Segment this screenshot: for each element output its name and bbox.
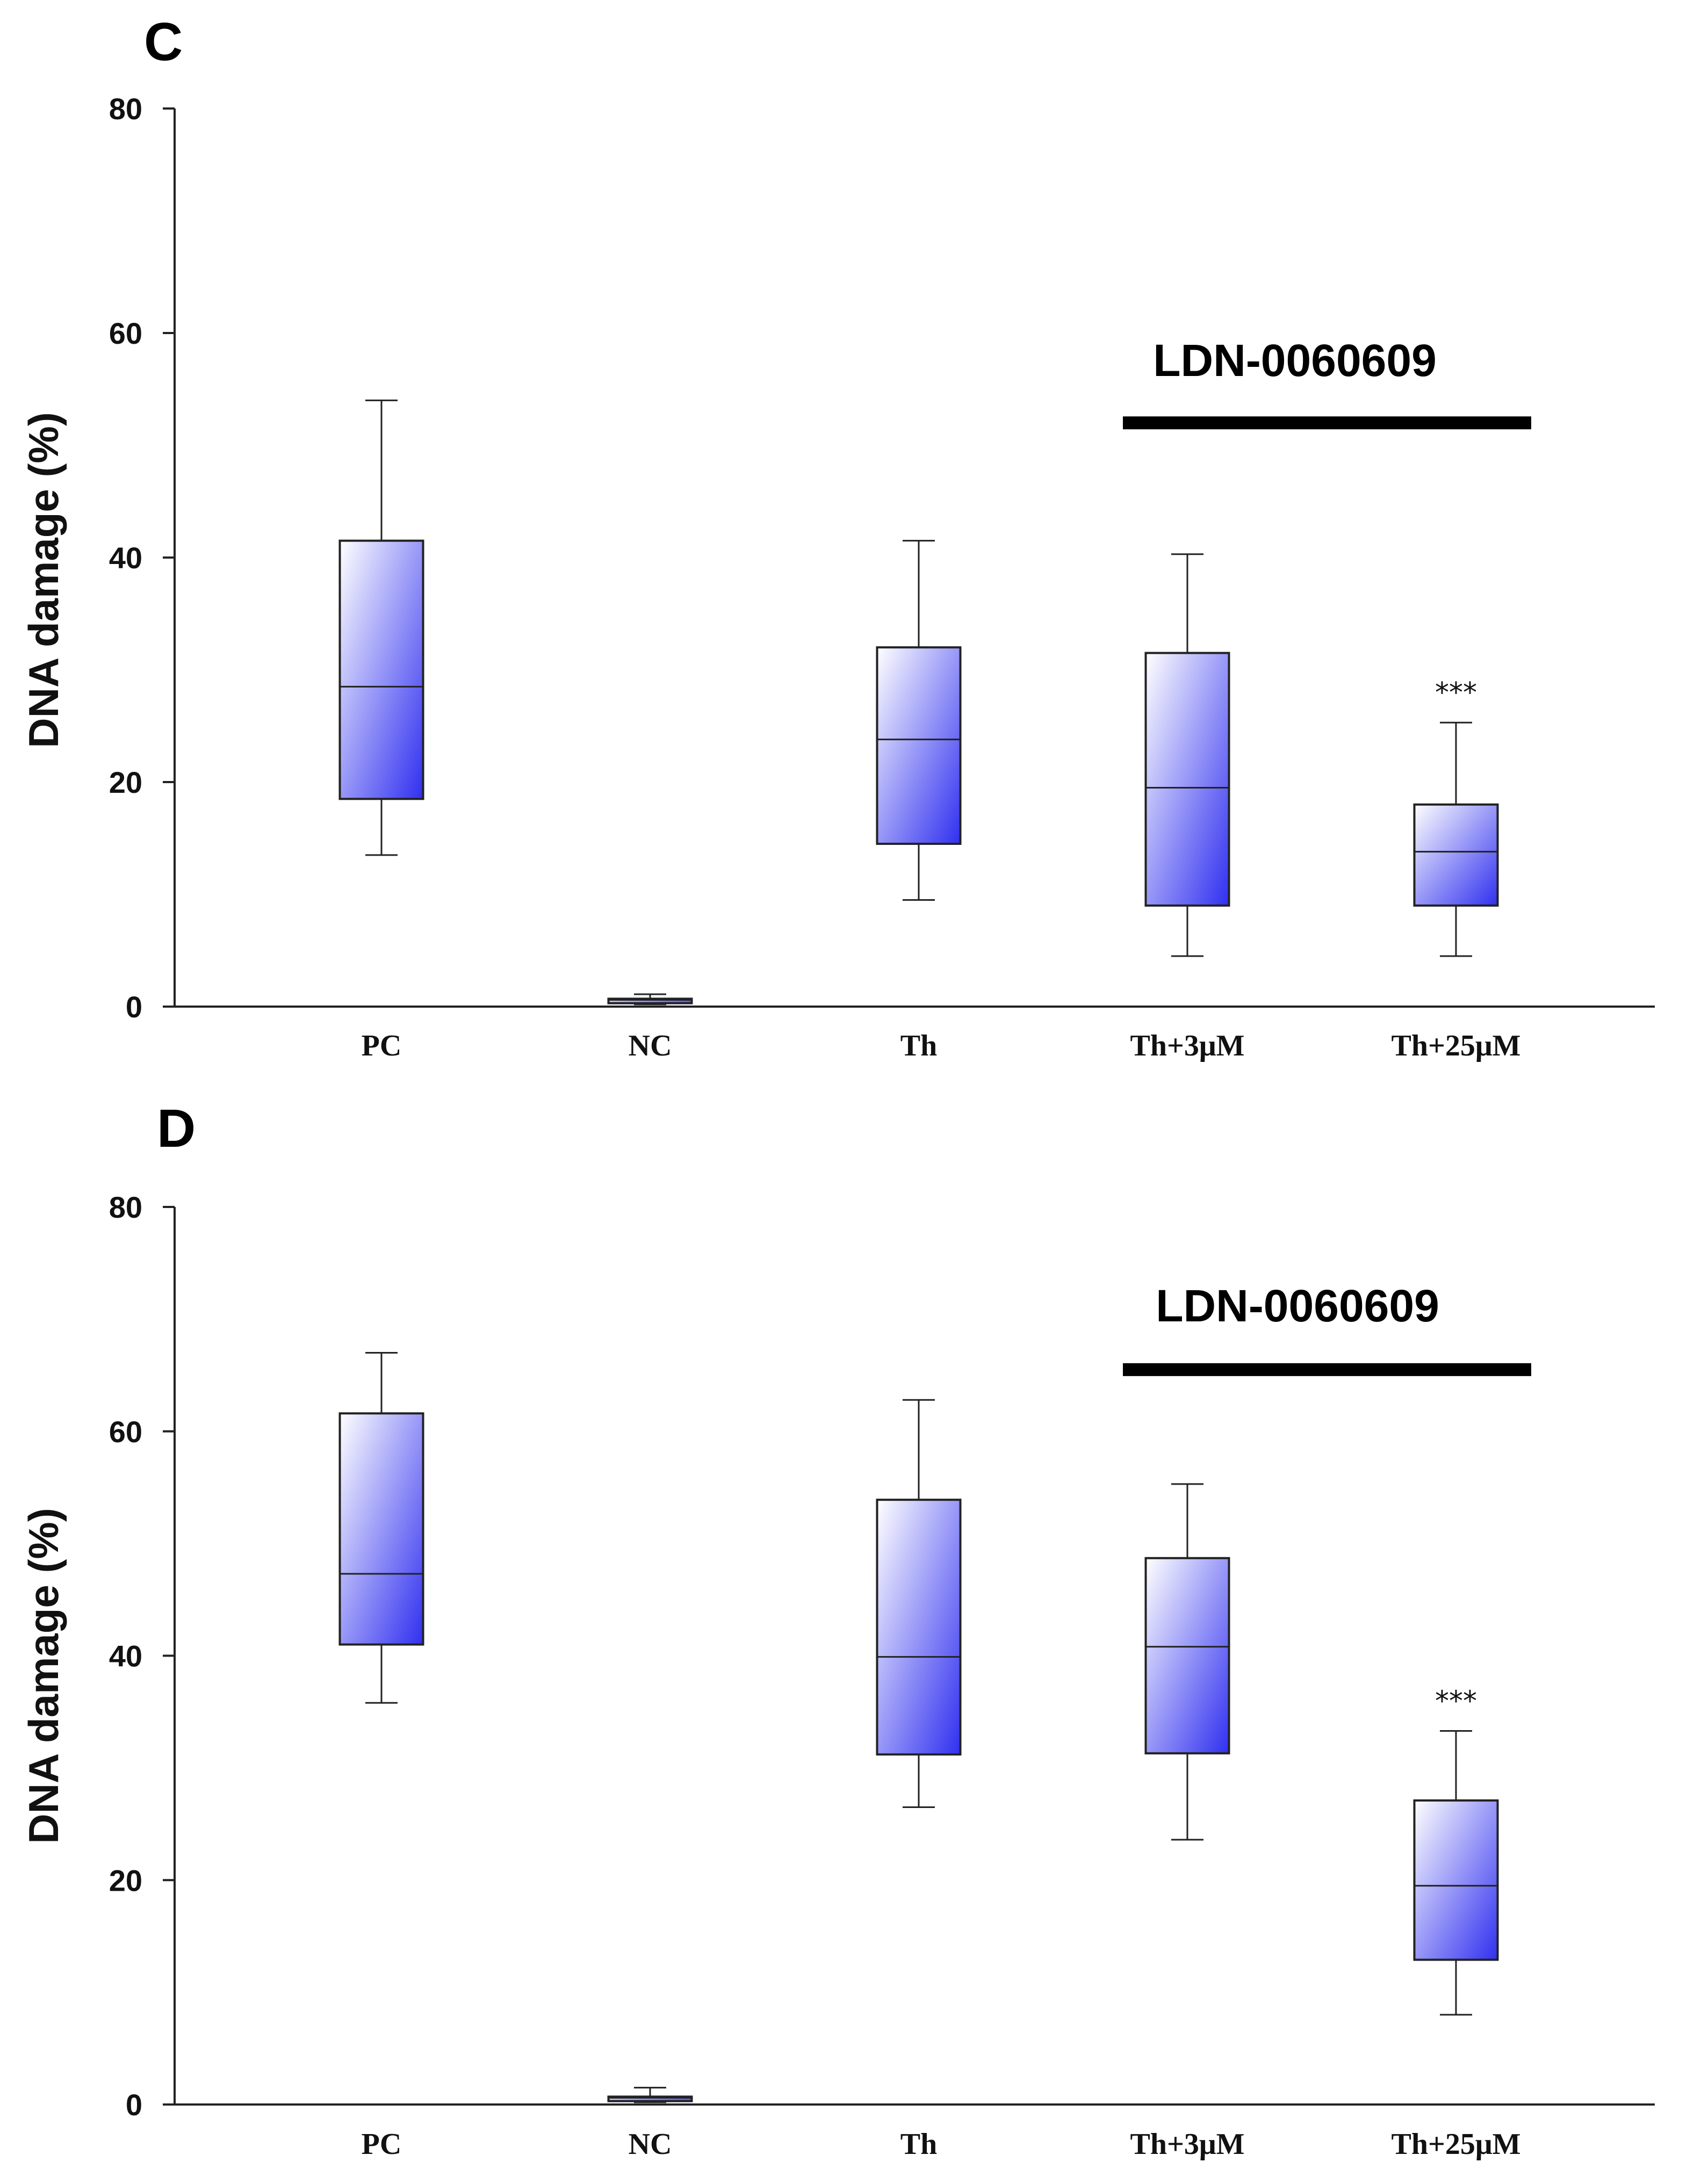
panel-d: D DNA damage (%) 0 20 40 60 80 PC NC Th Th+3μM Th… — [20, 1098, 1655, 2161]
box-body — [607, 997, 693, 1004]
box-th — [876, 1399, 962, 1808]
box-body — [1413, 1799, 1499, 1961]
y-tick-label: 40 — [109, 541, 142, 575]
y-tick-label: 60 — [109, 316, 142, 350]
box-pc — [338, 399, 424, 856]
y-axis-label: DNA damage (%) — [20, 1508, 67, 1844]
panel-label: D — [157, 1098, 196, 1159]
box-th — [876, 540, 962, 901]
x-tick-label: Th+25μM — [1391, 1029, 1520, 1062]
y-tick-label: 0 — [126, 2088, 142, 2122]
box-body — [876, 646, 962, 845]
box-body — [876, 1499, 962, 1756]
box-th-25-m — [1413, 1730, 1499, 2016]
box-body — [338, 539, 424, 800]
box-th-3-m — [1144, 1483, 1230, 1841]
y-tick-label: 60 — [109, 1415, 142, 1449]
significance-marker: *** — [1435, 677, 1477, 709]
axes: 0 20 40 60 80 PC NC Th Th+3μM Th+25μM — [109, 92, 1655, 1062]
axes: 0 20 40 60 80 PC NC Th Th+3μM Th+25μM — [109, 1190, 1655, 2161]
box-body — [1413, 803, 1499, 907]
x-tick-label: Th — [900, 2128, 938, 2161]
box-nc — [607, 2087, 693, 2103]
y-axis-label: DNA damage (%) — [20, 412, 67, 748]
box-pc — [338, 1352, 424, 1704]
x-tick-label: NC — [629, 2128, 672, 2161]
box-nc — [607, 993, 693, 1006]
panel-label: C — [144, 12, 183, 72]
y-tick-label: 20 — [109, 765, 142, 799]
box-plots — [338, 399, 1499, 1006]
x-tick-label: PC — [362, 1029, 402, 1062]
x-tick-label: NC — [629, 1029, 672, 1062]
box-body — [607, 2095, 693, 2102]
x-tick-label: Th — [900, 1029, 938, 1062]
panel-c: C DNA damage (%) 0 20 40 60 80 PC NC Th Th+3μM Th… — [20, 12, 1655, 1062]
x-tick-label: Th+25μM — [1391, 2128, 1520, 2161]
y-tick-label: 0 — [126, 990, 142, 1024]
box-th-3-m — [1144, 553, 1230, 957]
group-bar-label: LDN-0060609 — [1153, 335, 1437, 386]
x-tick-label: PC — [362, 2128, 402, 2161]
box-body — [1144, 1557, 1230, 1755]
y-tick-label: 80 — [109, 1190, 142, 1224]
annotations: LDN-0060609 *** — [1123, 1281, 1531, 1717]
x-tick-label: Th+3μM — [1130, 1029, 1244, 1062]
group-bar-label: LDN-0060609 — [1156, 1281, 1439, 1331]
box-body — [1144, 652, 1230, 907]
box-plots — [338, 1352, 1499, 2103]
box-body — [338, 1412, 424, 1646]
annotations: LDN-0060609 *** — [1123, 335, 1531, 709]
y-tick-label: 40 — [109, 1639, 142, 1673]
significance-marker: *** — [1435, 1685, 1477, 1717]
x-tick-label: Th+3μM — [1130, 2128, 1244, 2161]
box-th-25-m — [1413, 721, 1499, 957]
y-tick-label: 80 — [109, 92, 142, 126]
y-tick-label: 20 — [109, 1863, 142, 1897]
